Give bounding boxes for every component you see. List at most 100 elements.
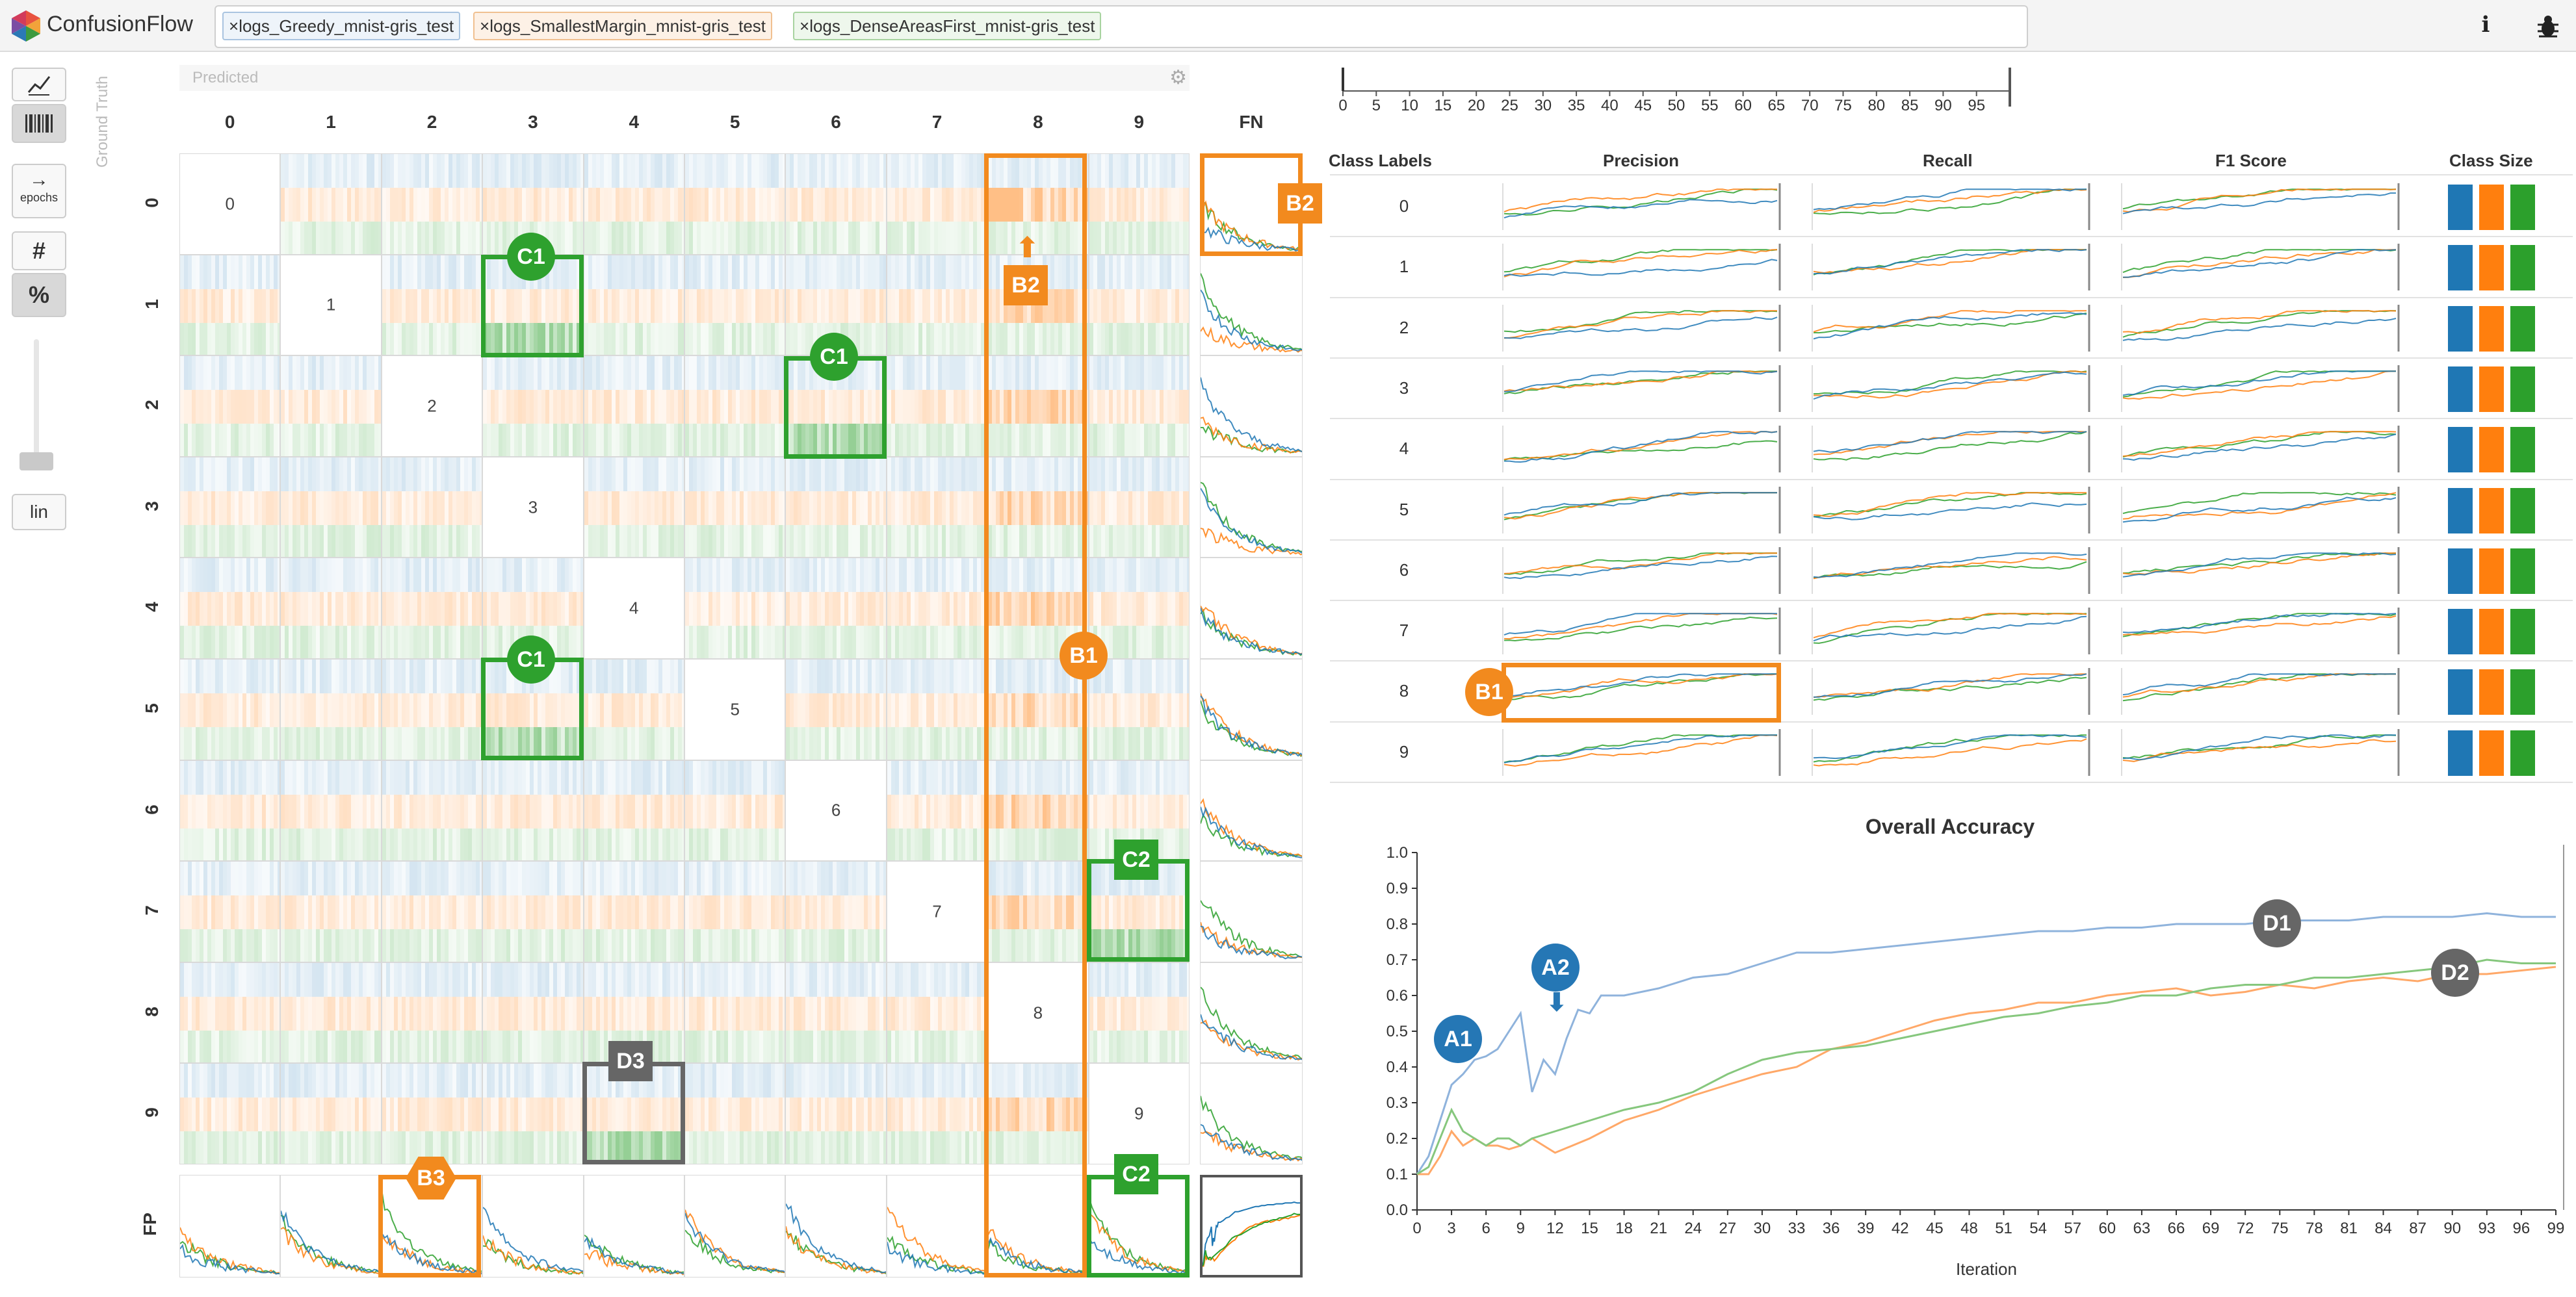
matrix-cell[interactable]: [583, 456, 684, 558]
barcode-view-button[interactable]: [12, 104, 66, 143]
run-tag-denseareasfirst[interactable]: ×logs_DenseAreasFirst_mnist-gris_test: [793, 12, 1102, 40]
matrix-cell[interactable]: [179, 659, 281, 760]
run-tag-smallestmargin[interactable]: ×logs_SmallestMargin_mnist-gris_test: [473, 12, 773, 40]
matrix-cell[interactable]: 4: [583, 558, 684, 659]
matrix-cell[interactable]: [583, 254, 684, 356]
run-tag-greedy[interactable]: ×logs_Greedy_mnist-gris_test: [222, 12, 461, 40]
bug-icon[interactable]: [2535, 13, 2561, 39]
matrix-cell[interactable]: [381, 254, 483, 356]
matrix-cell[interactable]: [583, 153, 684, 255]
matrix-cell[interactable]: [280, 456, 382, 558]
matrix-cell[interactable]: [583, 760, 684, 862]
matrix-cell[interactable]: [1088, 659, 1190, 760]
heatmap-stripe: [1104, 457, 1109, 491]
matrix-cell[interactable]: [381, 456, 483, 558]
matrix-cell[interactable]: [987, 760, 1089, 862]
run-selector-bar[interactable]: ×logs_Greedy_mnist-gris_test ×logs_Small…: [215, 5, 2028, 48]
heatmap-stripe: [980, 457, 985, 491]
fn-sparkline-cell[interactable]: [1200, 558, 1303, 659]
scale-slider-handle[interactable]: [20, 452, 53, 470]
remove-run-icon[interactable]: ×: [480, 16, 490, 36]
matrix-cell[interactable]: [381, 659, 483, 760]
matrix-cell[interactable]: [987, 355, 1089, 457]
matrix-cell[interactable]: [179, 558, 281, 659]
matrix-cell[interactable]: [886, 153, 988, 255]
matrix-cell[interactable]: [280, 659, 382, 760]
matrix-cell[interactable]: [583, 659, 684, 760]
heatmap-stripe: [289, 626, 293, 658]
matrix-cell[interactable]: [1088, 456, 1190, 558]
matrix-cell[interactable]: [886, 456, 988, 558]
matrix-cell[interactable]: 1: [280, 254, 382, 356]
scale-mode-button[interactable]: lin: [12, 494, 66, 530]
matrix-cell[interactable]: [1088, 153, 1190, 255]
heatmap-stripe: [883, 491, 886, 525]
fn-sparkline-cell[interactable]: [1200, 355, 1303, 457]
settings-gear-icon[interactable]: ⚙: [1169, 67, 1187, 88]
matrix-cell[interactable]: [886, 659, 988, 760]
remove-run-icon[interactable]: ×: [800, 16, 810, 36]
matrix-cell[interactable]: [482, 153, 584, 255]
matrix-cell[interactable]: [381, 153, 483, 255]
remove-run-icon[interactable]: ×: [229, 16, 239, 36]
heatmap-stripe: [203, 592, 207, 626]
matrix-cell[interactable]: [684, 760, 786, 862]
matrix-cell[interactable]: [886, 558, 988, 659]
matrix-cell[interactable]: [684, 456, 786, 558]
matrix-cell[interactable]: [482, 355, 584, 457]
matrix-cell[interactable]: [785, 456, 887, 558]
heatmap-stripe: [996, 356, 1000, 391]
matrix-cell[interactable]: [179, 355, 281, 457]
matrix-cell[interactable]: [280, 153, 382, 255]
matrix-cell[interactable]: [684, 153, 786, 255]
matrix-cell[interactable]: [684, 558, 786, 659]
heatmap-stripe: [957, 424, 961, 456]
heatmap-stripe: [389, 558, 394, 593]
fn-sparkline-cell[interactable]: [1200, 254, 1303, 356]
matrix-cell[interactable]: [886, 254, 988, 356]
matrix-cell[interactable]: [987, 153, 1089, 255]
matrix-cell[interactable]: [179, 254, 281, 356]
matrix-cell[interactable]: [886, 760, 988, 862]
matrix-cell[interactable]: [684, 355, 786, 457]
heatmap-stripe: [565, 322, 569, 355]
matrix-cell[interactable]: [179, 456, 281, 558]
matrix-cell[interactable]: [1088, 254, 1190, 356]
matrix-cell[interactable]: [583, 355, 684, 457]
matrix-cell[interactable]: 5: [684, 659, 786, 760]
heatmap-stripe: [211, 390, 215, 424]
info-icon[interactable]: i: [2481, 12, 2490, 38]
matrix-cell[interactable]: 0: [179, 153, 281, 255]
matrix-cell[interactable]: [482, 760, 584, 862]
matrix-cell[interactable]: [684, 254, 786, 356]
count-mode-button[interactable]: #: [12, 231, 66, 270]
heatmap-stripe: [980, 356, 985, 391]
matrix-cell[interactable]: [1088, 355, 1190, 457]
matrix-cell[interactable]: [280, 558, 382, 659]
matrix-cell[interactable]: 6: [785, 760, 887, 862]
matrix-cell[interactable]: [179, 760, 281, 862]
matrix-cell[interactable]: 3: [482, 456, 584, 558]
scale-slider-track[interactable]: [34, 339, 39, 469]
heatmap-stripe: [1089, 524, 1093, 558]
heatmap-stripe: [1132, 356, 1136, 391]
matrix-cell[interactable]: [886, 355, 988, 457]
matrix-cell[interactable]: [785, 659, 887, 760]
matrix-cell[interactable]: [280, 760, 382, 862]
heatmap-stripe: [339, 356, 344, 391]
matrix-cell[interactable]: [381, 760, 483, 862]
fn-sparkline-cell[interactable]: [1200, 659, 1303, 760]
fn-sparkline-cell[interactable]: [1200, 456, 1303, 558]
epochs-toggle-button[interactable]: → epochs: [12, 164, 66, 218]
percent-mode-button[interactable]: %: [12, 273, 66, 317]
matrix-cell[interactable]: [280, 355, 382, 457]
heatmap-stripe: [460, 322, 464, 355]
matrix-cell[interactable]: [482, 254, 584, 356]
matrix-cell[interactable]: [987, 456, 1089, 558]
matrix-cell[interactable]: [785, 153, 887, 255]
line-view-button[interactable]: [12, 68, 66, 101]
matrix-cell[interactable]: 2: [381, 355, 483, 457]
matrix-cell[interactable]: [785, 558, 887, 659]
heatmap-stripe: [953, 457, 957, 491]
matrix-cell[interactable]: [381, 558, 483, 659]
